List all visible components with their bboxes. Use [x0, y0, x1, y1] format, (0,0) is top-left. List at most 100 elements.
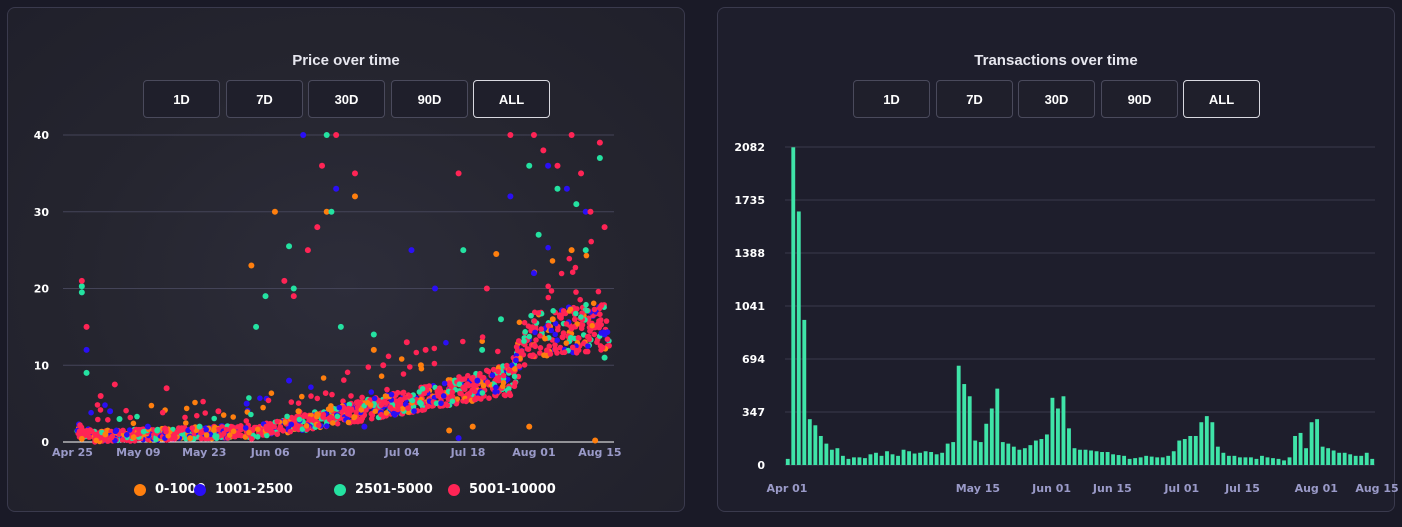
bar [1243, 457, 1248, 465]
bar [863, 458, 867, 465]
scatter-point [591, 331, 598, 338]
timeframe-90d-button[interactable]: 90D [1101, 80, 1178, 118]
bar [1254, 458, 1259, 465]
scatter-point [554, 162, 561, 169]
bar [890, 454, 895, 465]
scatter-point [558, 270, 565, 277]
scatter-point [345, 410, 351, 416]
scatter-point [586, 336, 593, 343]
scatter-point [112, 428, 119, 435]
scatter-point [526, 333, 533, 340]
bar [1083, 449, 1088, 465]
scatter-point [417, 400, 424, 407]
timeframe-7d-button[interactable]: 7D [226, 80, 303, 118]
scatter-point [380, 362, 387, 369]
bar [1111, 454, 1116, 465]
scatter-point [78, 277, 85, 284]
scatter-point [357, 416, 363, 423]
timeframe-30d-button[interactable]: 30D [1018, 80, 1095, 118]
scatter-point [526, 423, 533, 430]
scatter-point [340, 398, 346, 405]
timeframe-1d-button[interactable]: 1D [853, 80, 930, 118]
timeframe-all-button[interactable]: ALL [1183, 80, 1260, 118]
bar [1298, 432, 1303, 465]
legend-marker [194, 483, 206, 496]
bar [1193, 435, 1198, 465]
scatter-point [422, 346, 429, 353]
scatter-point [458, 376, 465, 383]
scatter-point [577, 296, 583, 303]
x-tick-label: May 15 [956, 482, 1000, 495]
legend-item-2501-5000[interactable]: 2501-5000 [334, 482, 433, 497]
x-tick-label: Apr 25 [52, 446, 93, 459]
scatter-point [215, 408, 222, 415]
scatter-point [479, 390, 486, 396]
timeframe-30d-button[interactable]: 30D [308, 80, 385, 118]
bar [1188, 435, 1193, 465]
scatter-point [154, 427, 161, 434]
scatter-point [560, 308, 567, 314]
scatter-point [187, 435, 194, 442]
scatter-point [286, 243, 293, 250]
x-tick-label: Aug 01 [512, 446, 555, 459]
scatter-point [500, 380, 507, 386]
scatter-point [400, 371, 407, 377]
legend-item-0-1000[interactable]: 0-1000 [134, 482, 206, 497]
scatter-point [271, 423, 278, 430]
scatter-point [535, 231, 542, 238]
scatter-point [384, 386, 390, 393]
scatter-point [358, 407, 365, 413]
scatter-point [119, 436, 126, 443]
scatter-point [363, 407, 369, 413]
bar [912, 453, 917, 465]
scatter-point [557, 344, 564, 351]
scatter-point [554, 185, 561, 192]
scatter-point [260, 404, 266, 411]
scatter-point [243, 418, 250, 424]
bar [967, 396, 972, 465]
scatter-point [568, 132, 575, 138]
scatter-point [130, 420, 137, 427]
x-tick-label: Jun 01 [1031, 482, 1071, 495]
legend-item-5001-10000[interactable]: 5001-10000 [448, 482, 556, 497]
scatter-point [601, 354, 608, 361]
bar [813, 425, 818, 465]
scatter-point [490, 366, 497, 373]
scatter-point [569, 344, 576, 351]
scatter-point [541, 352, 547, 359]
scatter-point [573, 289, 579, 295]
bar [1100, 452, 1104, 465]
scatter-point [493, 384, 499, 391]
scatter-point [248, 436, 255, 442]
scatter-point [521, 319, 528, 326]
scatter-point [446, 427, 453, 434]
scatter-point [365, 364, 372, 370]
scatter-point [324, 423, 330, 429]
scatter-point [545, 322, 552, 329]
scatter-point [495, 368, 501, 375]
scatter-point [552, 320, 559, 327]
scatter-point [123, 407, 129, 414]
scatter-point [314, 413, 320, 420]
scatter-point [455, 170, 462, 177]
timeframe-7d-button[interactable]: 7D [936, 80, 1013, 118]
scatter-point [447, 381, 453, 388]
scatter-point [253, 323, 260, 330]
bar [796, 211, 801, 465]
scatter-point [449, 389, 456, 396]
timeframe-all-button[interactable]: ALL [473, 80, 550, 118]
scatter-point [382, 399, 389, 406]
scatter-point [587, 208, 594, 215]
scatter-point [163, 385, 170, 392]
scatter-point [532, 329, 538, 336]
scatter-point [230, 428, 237, 435]
timeframe-1d-button[interactable]: 1D [143, 80, 220, 118]
scatter-point [472, 396, 478, 403]
scatter-point [265, 397, 272, 404]
timeframe-90d-button[interactable]: 90D [391, 80, 468, 118]
scatter-point [537, 345, 544, 351]
scatter-point [395, 406, 401, 413]
legend-item-1001-2500[interactable]: 1001-2500 [194, 482, 293, 497]
x-tick-label: Jul 15 [1224, 482, 1260, 495]
scatter-point [306, 416, 313, 422]
